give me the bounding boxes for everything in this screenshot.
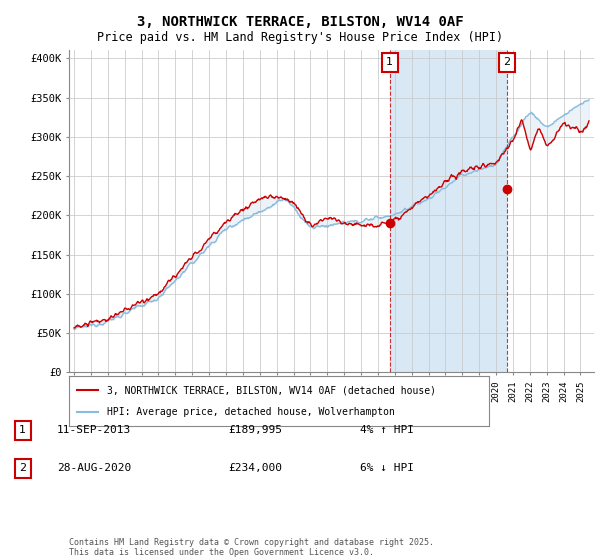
Text: 3, NORTHWICK TERRACE, BILSTON, WV14 0AF (detached house): 3, NORTHWICK TERRACE, BILSTON, WV14 0AF … — [107, 385, 436, 395]
Text: 2: 2 — [503, 57, 511, 67]
Text: 6% ↓ HPI: 6% ↓ HPI — [360, 463, 414, 473]
Text: 1: 1 — [386, 57, 393, 67]
Text: £189,995: £189,995 — [228, 425, 282, 435]
Text: 3, NORTHWICK TERRACE, BILSTON, WV14 0AF: 3, NORTHWICK TERRACE, BILSTON, WV14 0AF — [137, 15, 463, 29]
Text: 1: 1 — [19, 425, 26, 435]
Text: £234,000: £234,000 — [228, 463, 282, 473]
Text: 2: 2 — [19, 463, 26, 473]
Text: 28-AUG-2020: 28-AUG-2020 — [57, 463, 131, 473]
Text: HPI: Average price, detached house, Wolverhampton: HPI: Average price, detached house, Wolv… — [107, 407, 395, 417]
Text: Contains HM Land Registry data © Crown copyright and database right 2025.
This d: Contains HM Land Registry data © Crown c… — [69, 538, 434, 557]
Text: 11-SEP-2013: 11-SEP-2013 — [57, 425, 131, 435]
Text: Price paid vs. HM Land Registry's House Price Index (HPI): Price paid vs. HM Land Registry's House … — [97, 31, 503, 44]
Text: 4% ↑ HPI: 4% ↑ HPI — [360, 425, 414, 435]
